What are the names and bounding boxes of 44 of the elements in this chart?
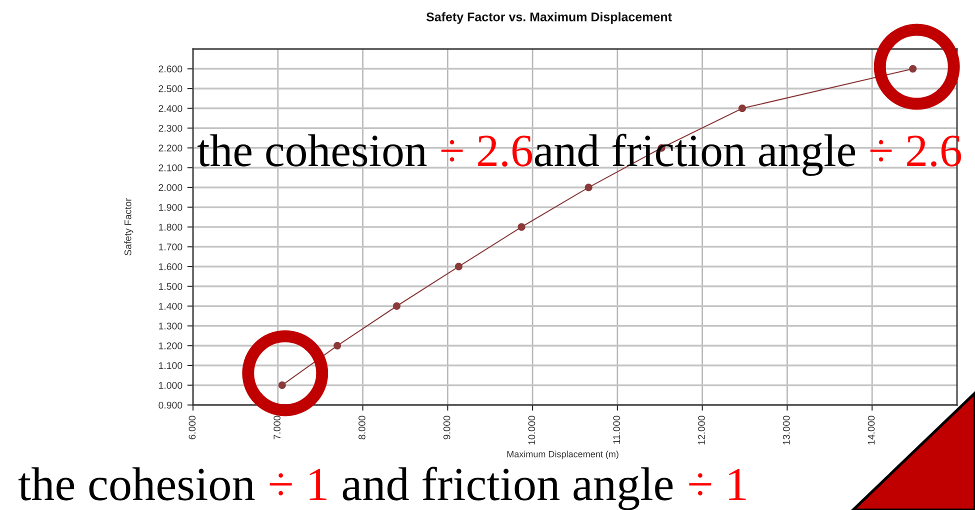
point bbox=[392, 302, 401, 310]
text: and friction angle bbox=[342, 466, 673, 510]
y-tick-label: 2.200 bbox=[158, 144, 182, 152]
y-tick-label: 2.500 bbox=[158, 85, 182, 92]
y-tick-label: 1.700 bbox=[159, 244, 182, 250]
y-tick-label: 2.100 bbox=[158, 164, 182, 172]
x-tick-label: 14.000 bbox=[868, 416, 875, 444]
y-axis-title: Safety Factor bbox=[124, 198, 134, 256]
y-tick-label: 2.600 bbox=[158, 66, 182, 72]
y-tick-label: 1.900 bbox=[159, 204, 182, 211]
text: ÷ 1 bbox=[689, 468, 746, 500]
y-tick-label: 1.400 bbox=[159, 302, 182, 310]
y-tick-label: 1.800 bbox=[159, 224, 182, 231]
x-tick-label: 8.000 bbox=[358, 416, 366, 440]
x-tick-label: 13.000 bbox=[782, 416, 790, 444]
annotation: ÷ 2.6 bbox=[441, 136, 532, 167]
x-tick-label: 12.000 bbox=[698, 416, 705, 444]
text: ÷ 1 bbox=[270, 468, 326, 500]
annotation: the cohesion bbox=[197, 134, 427, 166]
x-tick-label: 10.000 bbox=[528, 416, 536, 444]
x-tick-label: 7.000 bbox=[274, 416, 280, 440]
y-tick-label: 2.000 bbox=[158, 184, 182, 192]
chart-title: Safety Factor vs. Maximum Displacement bbox=[426, 12, 672, 24]
y-tick-label: 1.200 bbox=[159, 342, 182, 350]
point bbox=[278, 381, 286, 390]
x-tick-label: 9.000 bbox=[443, 416, 450, 440]
point bbox=[518, 223, 526, 231]
y-tick-label: 2.400 bbox=[158, 105, 182, 112]
y-tick-label: 0.900 bbox=[158, 402, 182, 409]
point bbox=[738, 104, 746, 112]
x-tick-label: 11.000 bbox=[613, 416, 620, 444]
x-tick-label: 6.000 bbox=[188, 416, 196, 440]
y-tick-label: 1.600 bbox=[159, 263, 182, 270]
point bbox=[584, 184, 592, 192]
text: the cohesion bbox=[18, 467, 255, 500]
y-tick-label: 1.500 bbox=[159, 283, 182, 290]
point bbox=[909, 64, 917, 73]
point bbox=[333, 342, 342, 350]
x-axis-title: Maximum Displacement (m) bbox=[507, 450, 618, 460]
y-tick-label: 2.300 bbox=[158, 124, 182, 132]
y-tick-label: 1.100 bbox=[159, 362, 182, 370]
y-tick-label: 1.000 bbox=[159, 382, 182, 389]
point bbox=[454, 262, 463, 270]
y-tick-label: 1.300 bbox=[159, 322, 182, 330]
